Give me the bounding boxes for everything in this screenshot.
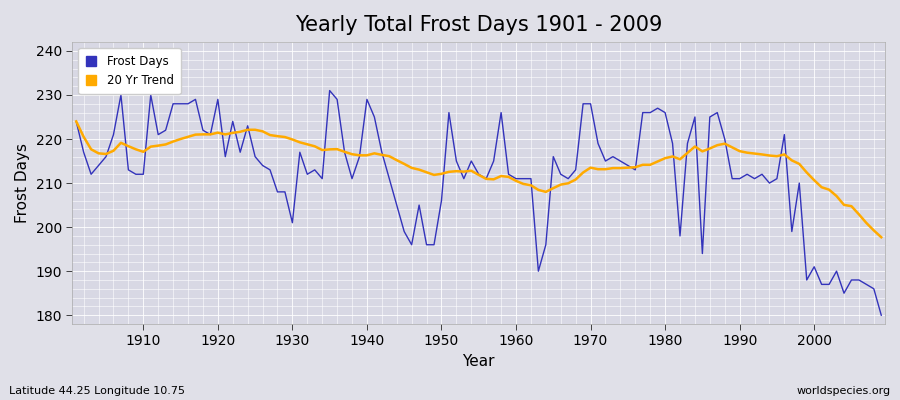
20 Yr Trend	[130, 147, 141, 152]
Frost Days	[294, 150, 305, 155]
20 Yr Trend	[600, 167, 611, 172]
Line: 20 Yr Trend: 20 Yr Trend	[76, 122, 881, 237]
Text: worldspecies.org: worldspecies.org	[796, 386, 891, 396]
Y-axis label: Frost Days: Frost Days	[15, 143, 30, 223]
Text: Latitude 44.25 Longitude 10.75: Latitude 44.25 Longitude 10.75	[9, 386, 185, 396]
Frost Days	[324, 88, 335, 93]
20 Yr Trend	[339, 149, 350, 154]
Frost Days	[876, 313, 886, 318]
Legend: Frost Days, 20 Yr Trend: Frost Days, 20 Yr Trend	[78, 48, 181, 94]
20 Yr Trend	[876, 235, 886, 240]
Title: Yearly Total Frost Days 1901 - 2009: Yearly Total Frost Days 1901 - 2009	[295, 15, 662, 35]
Line: Frost Days: Frost Days	[76, 90, 881, 315]
Frost Days	[346, 176, 357, 181]
X-axis label: Year: Year	[463, 354, 495, 369]
20 Yr Trend	[510, 178, 521, 183]
20 Yr Trend	[71, 119, 82, 124]
Frost Days	[518, 176, 529, 181]
Frost Days	[510, 176, 521, 181]
20 Yr Trend	[503, 174, 514, 179]
Frost Days	[608, 154, 618, 159]
Frost Days	[130, 172, 141, 177]
Frost Days	[71, 119, 82, 124]
20 Yr Trend	[294, 140, 305, 145]
